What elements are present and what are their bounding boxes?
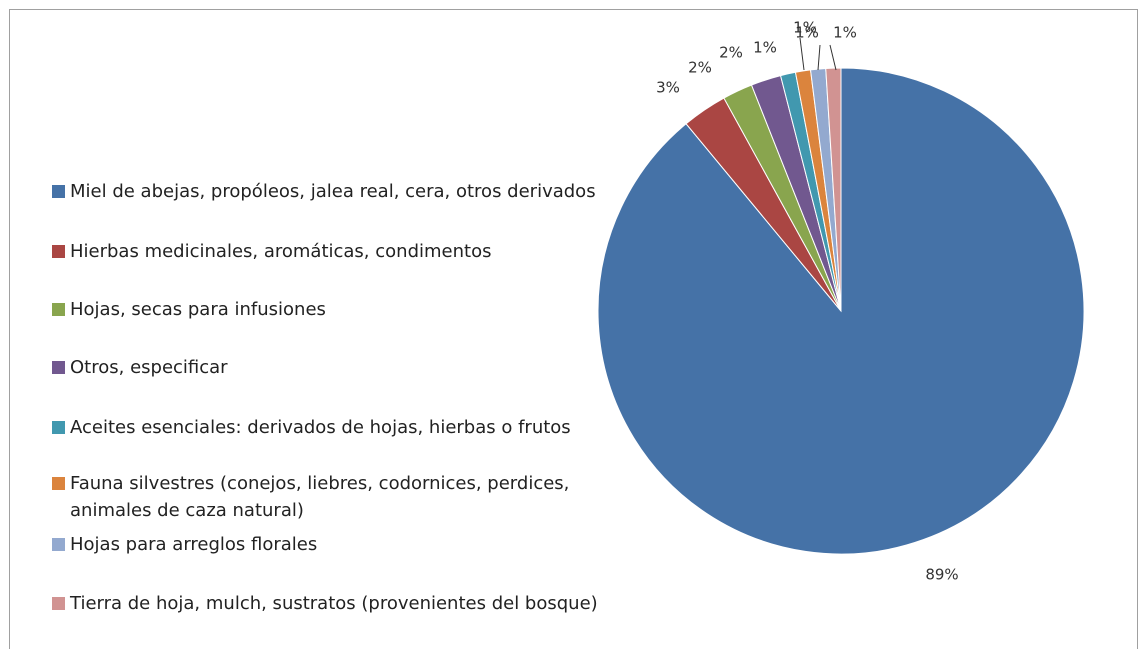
legend-swatch <box>52 245 65 258</box>
legend-swatch <box>52 597 65 610</box>
legend-swatch <box>52 303 65 316</box>
data-label: 1% <box>753 39 777 57</box>
leader-line <box>817 44 821 71</box>
leader-line <box>829 44 837 71</box>
chart-frame <box>9 9 1138 649</box>
legend-swatch <box>52 361 65 374</box>
data-label: 2% <box>688 59 712 77</box>
legend-label: Otros, especificar <box>70 357 228 378</box>
legend-item: Hierbas medicinales, aromáticas, condime… <box>52 238 610 265</box>
legend-item: Hojas para arreglos florales <box>52 531 610 558</box>
legend-label: Hojas, secas para infusiones <box>70 299 326 320</box>
legend-item: Aceites esenciales: derivados de hojas, … <box>52 414 610 441</box>
pie-slice <box>825 67 842 312</box>
legend-label: Miel de abejas, propóleos, jalea real, c… <box>70 181 596 202</box>
data-label: 3% <box>656 79 680 97</box>
legend-label: Tierra de hoja, mulch, sustratos (proven… <box>70 593 598 614</box>
legend-item: Otros, especificar <box>52 354 610 381</box>
data-label: 1% <box>793 19 817 37</box>
data-label: 1% <box>795 24 819 42</box>
leader-line <box>799 37 805 71</box>
data-label: 89% <box>925 566 958 584</box>
legend-item: Miel de abejas, propóleos, jalea real, c… <box>52 178 610 205</box>
legend-label: Hojas para arreglos florales <box>70 534 318 555</box>
legend-item: Fauna silvestres (conejos, liebres, codo… <box>52 470 610 524</box>
legend-swatch <box>52 477 65 490</box>
legend-item: Tierra de hoja, mulch, sustratos (proven… <box>52 590 610 617</box>
legend-item: Hojas, secas para infusiones <box>52 296 610 323</box>
legend-label: Hierbas medicinales, aromáticas, condime… <box>70 241 492 262</box>
data-label: 1% <box>833 24 857 42</box>
legend-label: Fauna silvestres (conejos, liebres, codo… <box>70 473 570 521</box>
legend-swatch <box>52 421 65 434</box>
legend-swatch <box>52 185 65 198</box>
legend-swatch <box>52 538 65 551</box>
legend-label: Aceites esenciales: derivados de hojas, … <box>70 417 571 438</box>
data-label: 2% <box>719 44 743 62</box>
